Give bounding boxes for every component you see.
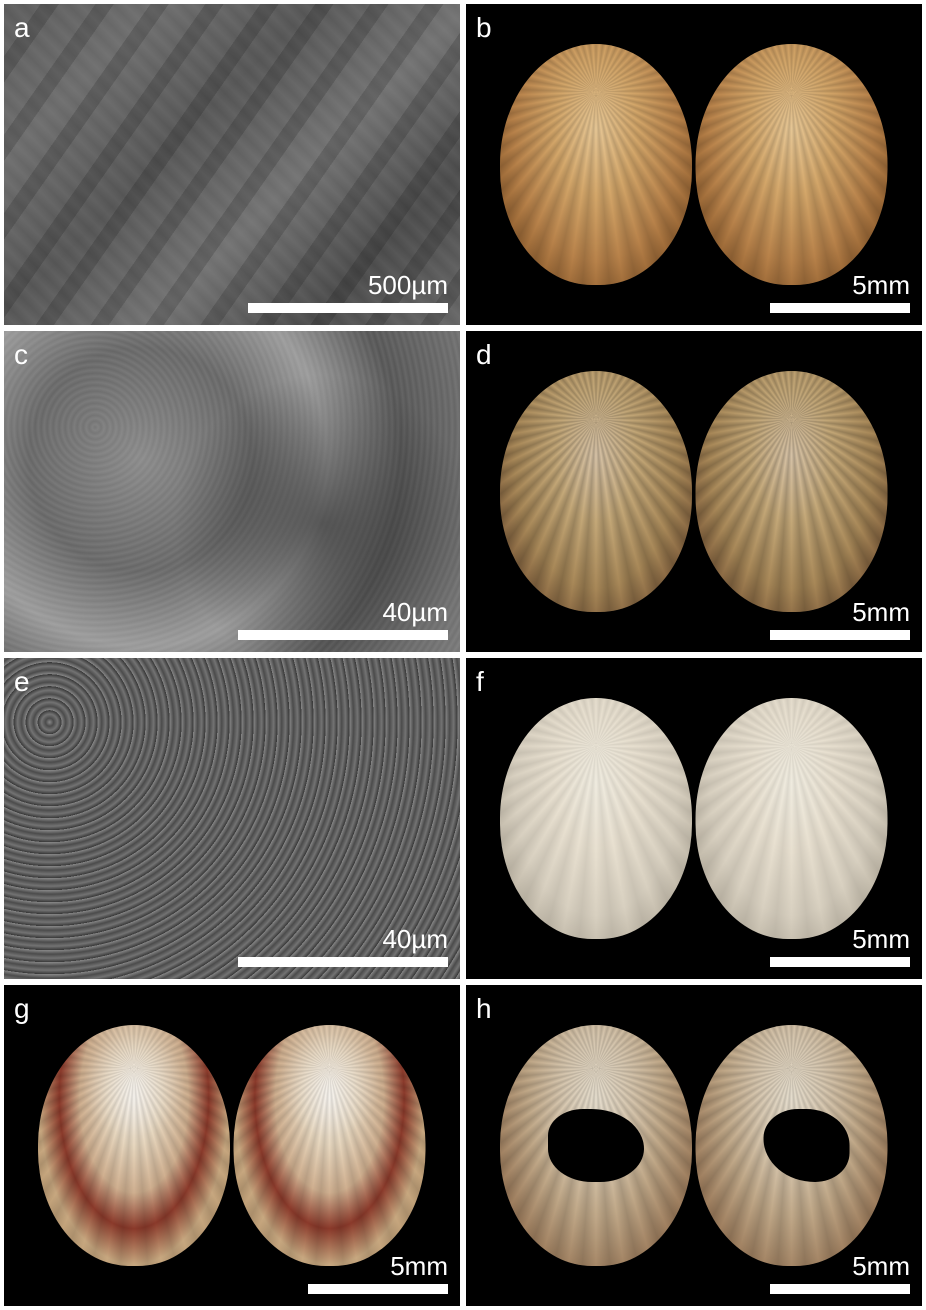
panel-f-scale: 5mm (770, 924, 910, 967)
panel-f-shell-left (500, 698, 692, 939)
panel-d-shell-left (500, 371, 692, 612)
panel-d-scale-text: 5mm (852, 597, 910, 628)
panel-a-label: a (14, 12, 30, 44)
panel-h: h 5mm (466, 985, 922, 1306)
panel-g-shell-right (234, 1025, 426, 1266)
panel-d-shell-right (696, 371, 888, 612)
panel-g: g 5mm (4, 985, 460, 1306)
panel-g-scale-text: 5mm (390, 1251, 448, 1282)
panel-b-scale-text: 5mm (852, 270, 910, 301)
panel-d-scale: 5mm (770, 597, 910, 640)
panel-h-shell-right (696, 1025, 888, 1266)
panel-a: a 500µm (4, 4, 460, 325)
panel-d-scale-bar (770, 630, 910, 640)
panel-e: e 40µm (4, 658, 460, 979)
panel-d: d 5mm (466, 331, 922, 652)
panel-c-label: c (14, 339, 28, 371)
panel-f-scale-text: 5mm (852, 924, 910, 955)
panel-e-scale-bar (238, 957, 448, 967)
panel-e-scale: 40µm (238, 924, 448, 967)
panel-a-scale-text: 500µm (368, 270, 448, 301)
panel-a-scale-bar (248, 303, 448, 313)
panel-g-label: g (14, 993, 30, 1025)
panel-b-shell-left (500, 44, 692, 285)
panel-h-label: h (476, 993, 492, 1025)
panel-g-scale-bar (308, 1284, 448, 1294)
panel-h-scale-text: 5mm (852, 1251, 910, 1282)
panel-b-label: b (476, 12, 492, 44)
panel-h-scale-bar (770, 1284, 910, 1294)
panel-c: c 40µm (4, 331, 460, 652)
panel-b: b 5mm (466, 4, 922, 325)
panel-d-label: d (476, 339, 492, 371)
panel-b-shell-right (696, 44, 888, 285)
panel-c-scale-bar (238, 630, 448, 640)
panel-e-label: e (14, 666, 30, 698)
panel-g-shell-left (38, 1025, 230, 1266)
panel-h-scale: 5mm (770, 1251, 910, 1294)
panel-c-scale: 40µm (238, 597, 448, 640)
panel-g-scale: 5mm (308, 1251, 448, 1294)
panel-c-scale-text: 40µm (382, 597, 448, 628)
panel-f-scale-bar (770, 957, 910, 967)
figure-panel-grid: a 500µm b 5mm c 40µm d 5mm e (0, 0, 926, 1310)
panel-f-shell-right (696, 698, 888, 939)
panel-f-label: f (476, 666, 484, 698)
panel-f: f 5mm (466, 658, 922, 979)
panel-b-scale-bar (770, 303, 910, 313)
panel-a-scale: 500µm (248, 270, 448, 313)
panel-b-scale: 5mm (770, 270, 910, 313)
panel-h-shell-left (500, 1025, 692, 1266)
panel-e-scale-text: 40µm (382, 924, 448, 955)
